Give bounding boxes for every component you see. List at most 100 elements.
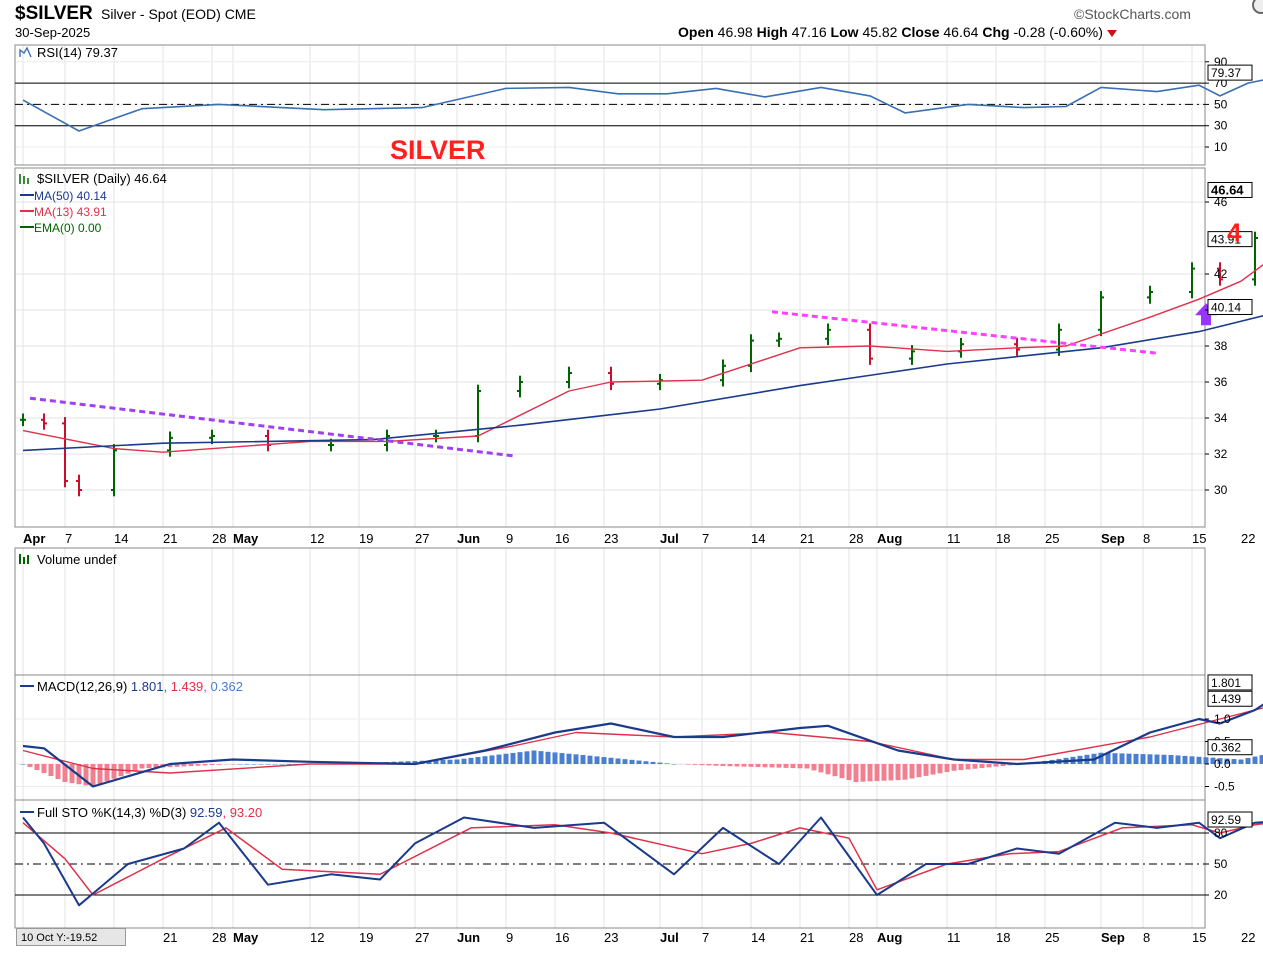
macd-hist-bar: [700, 764, 705, 765]
macd-hist-bar: [791, 764, 796, 768]
macd-hist-bar: [231, 764, 236, 765]
x-tick-label: 14: [751, 531, 765, 546]
x-tick-label: 23: [604, 531, 618, 546]
macd-hist-bar: [112, 764, 117, 779]
macd-hist-bar: [70, 764, 75, 783]
x-tick-label: May: [233, 531, 259, 546]
macd-hist-bar: [686, 764, 691, 765]
rsi-tick-label: 50: [1214, 97, 1228, 111]
sto-x-tick-label: 8: [1143, 930, 1150, 945]
x-tick-label: 22: [1241, 531, 1255, 546]
x-tick-label: Jul: [660, 531, 679, 546]
rsi-tick-label: 30: [1214, 119, 1228, 133]
macd-hist-bar: [210, 764, 215, 765]
sto-x-tick-label: Sep: [1101, 930, 1125, 945]
window-corner-icon[interactable]: [1243, 0, 1263, 18]
x-tick-label: Jun: [457, 531, 480, 546]
sto-x-tick-label: 21: [800, 930, 814, 945]
macd-hist-bar: [1162, 755, 1167, 764]
macd-hist-bar: [1148, 754, 1153, 764]
macd-hist-bar: [973, 764, 978, 769]
macd-hist-bar: [805, 764, 810, 769]
macd-hist-bar: [1141, 754, 1146, 764]
macd-hist-bar: [980, 764, 985, 768]
macd-hist-bar: [140, 764, 145, 769]
macd-hist-bar: [490, 755, 495, 764]
down-triangle-icon: [1107, 30, 1117, 37]
x-tick-label: Apr: [23, 531, 45, 546]
macd-hist-bar: [462, 759, 467, 764]
macd-hist-bar: [658, 763, 663, 764]
sto-x-tick-label: Jun: [457, 930, 480, 945]
open-value: 46.98: [718, 24, 753, 40]
open-label: Open: [678, 24, 714, 40]
macd-hist-bar: [896, 764, 901, 780]
sto-x-tick-label: 27: [415, 930, 429, 945]
macd-hist-bar: [203, 764, 208, 765]
brand-logo[interactable]: ©StockCharts.com: [1074, 6, 1191, 22]
chart-date: 30-Sep-2025: [15, 25, 90, 40]
macd-hist-bar: [455, 760, 460, 765]
macd-hist-bar: [833, 764, 838, 776]
macd-hist-bar: [273, 764, 278, 765]
macd-hist-bar: [1232, 759, 1237, 764]
macd-hist-bar: [21, 764, 26, 765]
macd-hist-bar: [812, 764, 817, 770]
macd-hist-bar: [560, 753, 565, 764]
sto-x-tick-label: 18: [996, 930, 1010, 945]
sto-x-tick-label: 19: [359, 930, 373, 945]
macd-legend-hist: , 0.362: [203, 679, 243, 694]
macd-hist-bar: [1176, 755, 1181, 764]
macd-hist-bar: [742, 764, 747, 767]
macd-hist-bar: [966, 764, 971, 769]
macd-tick-label: 1.0: [1214, 712, 1231, 726]
macd-hist-bar: [28, 764, 33, 767]
sto-x-tick-label: 22: [1241, 930, 1255, 945]
macd-hist-bar: [105, 764, 110, 781]
sto-tick-label: 20: [1214, 888, 1228, 902]
macd-hist-bar: [1190, 756, 1195, 764]
rsi-last-tag: 79.37: [1211, 66, 1241, 80]
macd-hist-bar: [511, 753, 516, 764]
sto-legend-label: Full STO %K(14,3) %D(3): [37, 805, 190, 820]
macd-hist-bar: [602, 757, 607, 764]
macd-hist-bar: [196, 764, 201, 766]
x-tick-label: 28: [212, 531, 226, 546]
sto-x-tick-label: 11: [947, 930, 961, 945]
macd-hist-bar: [476, 757, 481, 764]
macd-hist-bar: [728, 764, 733, 766]
macd-hist-bar: [987, 764, 992, 767]
high-value: 47.16: [792, 24, 827, 40]
sto-x-tick-label: 16: [555, 930, 569, 945]
macd-hist-bar: [280, 764, 285, 765]
x-tick-label: 27: [415, 531, 429, 546]
macd-hist-bar: [756, 764, 761, 767]
macd-hist-bar: [707, 764, 712, 765]
macd-hist-bar: [497, 755, 502, 764]
macd-hist-bar: [1127, 754, 1132, 764]
ohlc-readout: Open 46.98 High 47.16 Low 45.82 Close 46…: [678, 24, 1117, 40]
macd-hist-bar: [938, 764, 943, 773]
price-tick-label: 38: [1214, 339, 1228, 353]
price-legend: $SILVER (Daily) 46.64: [37, 171, 167, 186]
ema-legend: EMA(0) 0.00: [34, 221, 102, 235]
macd-hist-bar: [924, 764, 929, 776]
macd-hist-bar: [854, 764, 859, 782]
macd-hist-bar: [504, 754, 509, 764]
high-label: High: [757, 24, 788, 40]
chg-label: Chg: [982, 24, 1009, 40]
macd-hist-bar: [840, 764, 845, 778]
macd-hist-bar: [567, 754, 572, 764]
x-tick-label: Aug: [877, 531, 902, 546]
macd-hist-bar: [1113, 753, 1118, 764]
macd-hist-bar: [784, 764, 789, 768]
macd-legend-label: MACD(12,26,9): [37, 679, 131, 694]
macd-hist-bar: [1260, 755, 1263, 764]
macd-hist-bar: [847, 764, 852, 780]
macd-hist-bar: [581, 755, 586, 764]
sto-x-tick-label: Aug: [877, 930, 902, 945]
x-tick-label: 7: [65, 531, 72, 546]
macd-hist-bar: [469, 758, 474, 764]
